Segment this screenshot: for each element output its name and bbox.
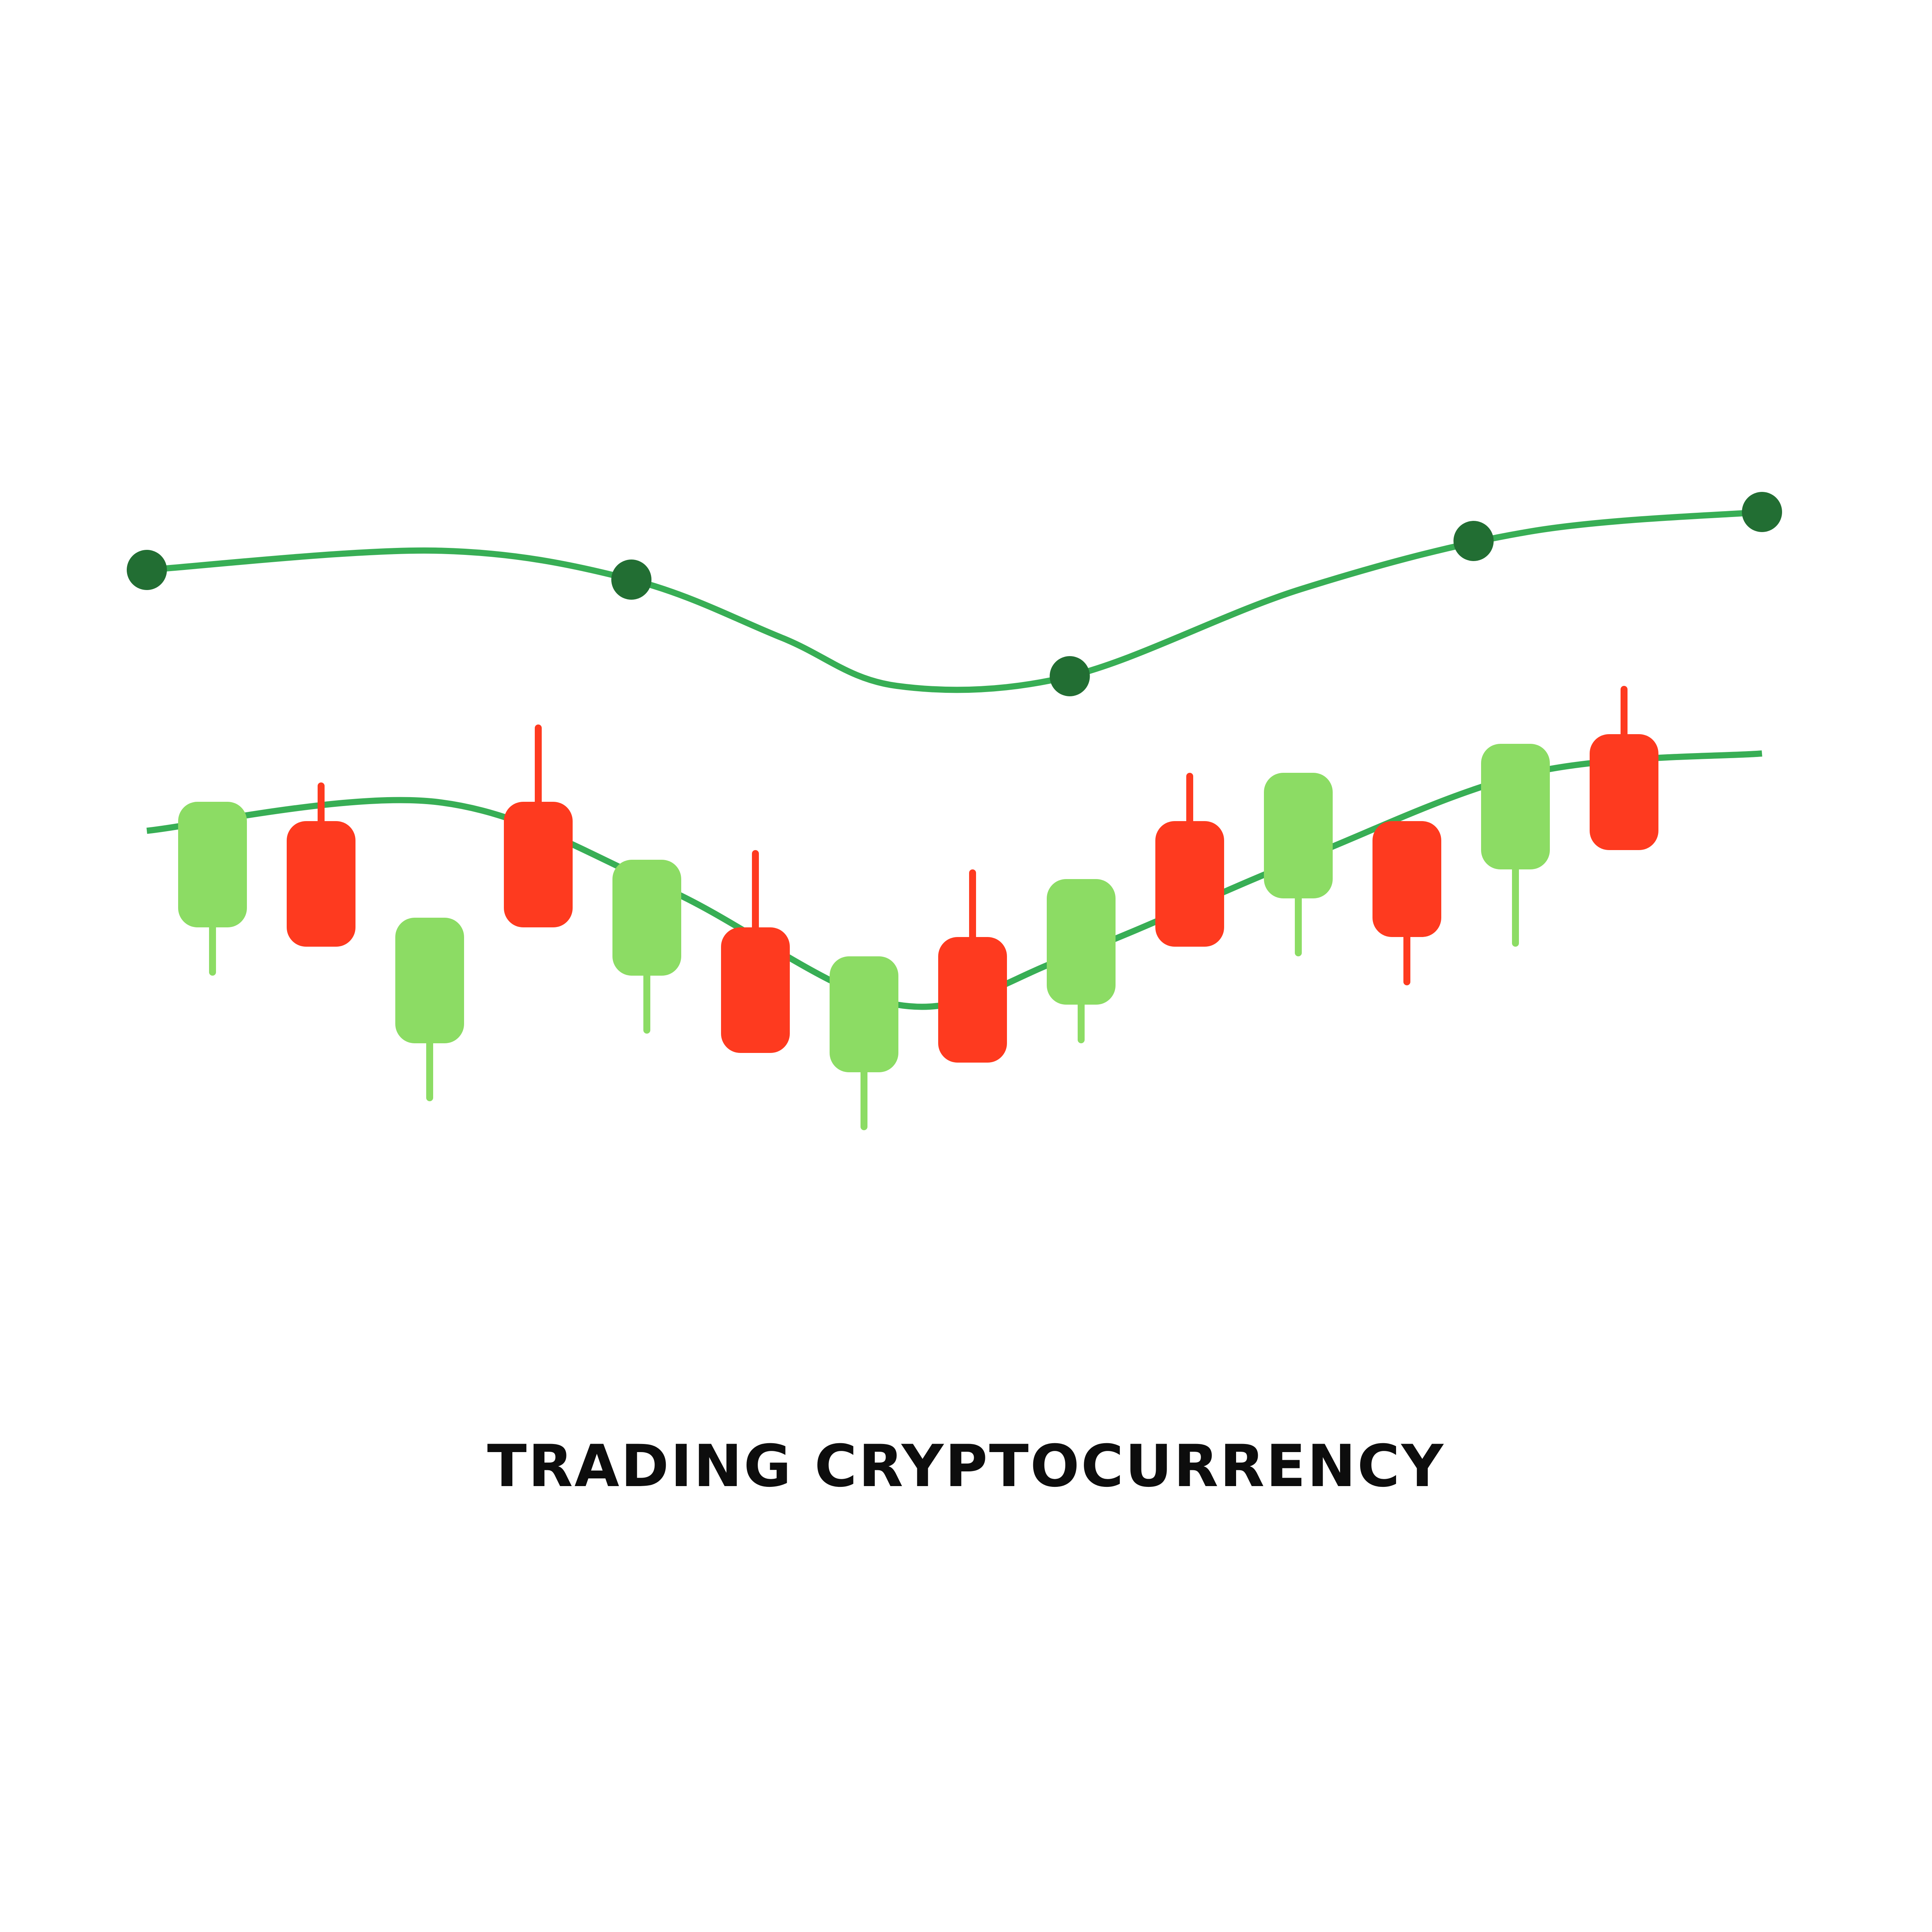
trend-marker-5 bbox=[1742, 492, 1782, 532]
candle-body bbox=[1155, 821, 1224, 947]
candle-13 bbox=[1481, 744, 1550, 947]
candle-12 bbox=[1372, 821, 1441, 985]
candle-5 bbox=[612, 860, 681, 1034]
candle-body bbox=[287, 821, 355, 947]
candle-6 bbox=[721, 850, 790, 1053]
trend-marker-4 bbox=[1453, 521, 1494, 561]
candle-1 bbox=[178, 802, 247, 976]
candle-body bbox=[1264, 773, 1333, 898]
candle-body bbox=[1372, 821, 1441, 937]
candle-9 bbox=[1047, 879, 1116, 1043]
candle-body bbox=[721, 927, 790, 1053]
candles-layer bbox=[178, 686, 1658, 1130]
candle-4 bbox=[504, 724, 573, 927]
candle-2 bbox=[287, 782, 355, 947]
candle-11 bbox=[1264, 773, 1333, 956]
candle-7 bbox=[830, 956, 898, 1130]
upper-trend-line bbox=[146, 509, 1762, 693]
candle-body bbox=[612, 860, 681, 976]
trend-marker-3 bbox=[1049, 656, 1090, 696]
candle-3 bbox=[395, 918, 464, 1101]
candle-body bbox=[938, 937, 1007, 1063]
trend-marker-1 bbox=[127, 550, 167, 590]
candle-body bbox=[504, 802, 573, 927]
candle-body bbox=[1590, 734, 1658, 850]
candle-14 bbox=[1590, 686, 1658, 850]
chart-title: TRADING CRYPTOCURRENCY bbox=[487, 1433, 1445, 1500]
candle-body bbox=[1481, 744, 1550, 869]
candle-body bbox=[830, 956, 898, 1072]
candle-body bbox=[178, 802, 247, 927]
candle-body bbox=[395, 918, 464, 1043]
trend-marker-2 bbox=[611, 560, 651, 600]
candle-body bbox=[1047, 879, 1116, 1005]
candle-10 bbox=[1155, 773, 1224, 947]
upper-trend-layer bbox=[127, 492, 1782, 696]
candle-8 bbox=[938, 869, 1007, 1063]
